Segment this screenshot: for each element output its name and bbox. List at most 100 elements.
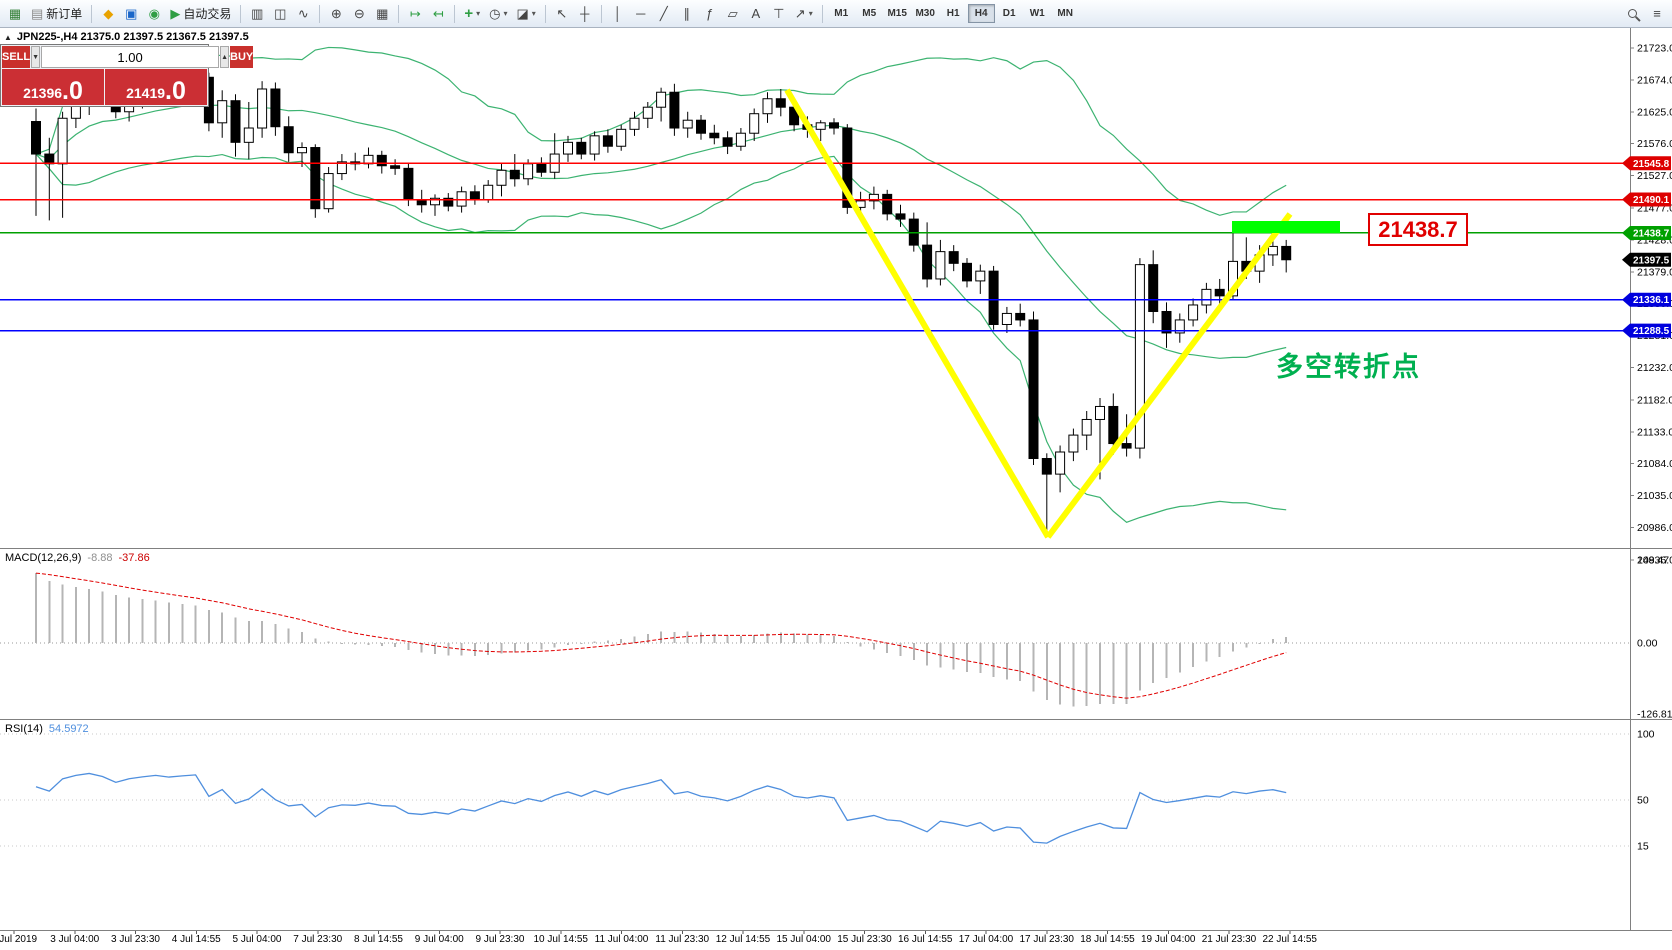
price-tick-label: 21527.0 [1637, 170, 1672, 182]
time-axis[interactable]: 2 Jul 2019 3 Jul 04:00 3 Jul 23:30 4 Jul 14… [0, 932, 1672, 950]
tile-windows-icon[interactable]: ▦ [376, 6, 389, 21]
autotrading-button[interactable]: ▶ 自动交易 [170, 6, 232, 21]
fibonacci-icon[interactable]: ƒ [706, 6, 714, 21]
time-label: 22 Jul 14:55 [1262, 934, 1318, 945]
time-label: 2 Jul 2019 [0, 934, 38, 945]
time-label: 21 Jul 23:30 [1201, 934, 1257, 945]
time-label: 7 Jul 23:30 [293, 934, 343, 945]
channel-icon[interactable]: ∥ [683, 6, 691, 21]
text-label-icon[interactable]: ⊤ [773, 6, 785, 21]
price-line-label: 21397.5 [1633, 255, 1670, 266]
macd-scale-label: 0.00 [1637, 638, 1658, 650]
new-order-button[interactable]: ▤ 新订单 [31, 6, 83, 21]
price-line-label: 21490.1 [1633, 195, 1670, 206]
level-callout-label[interactable]: 21438.7 [1368, 213, 1468, 246]
time-label: 15 Jul 23:30 [837, 934, 892, 945]
price-tick-label: 20986.0 [1637, 522, 1672, 534]
volume-up-button[interactable]: ▲ [220, 46, 229, 68]
rsi-scale-label: 50 [1637, 795, 1649, 807]
time-label: 3 Jul 04:00 [50, 934, 100, 945]
timeframe-H1[interactable]: H1 [946, 8, 960, 19]
volume-down-button[interactable]: ▼ [31, 46, 41, 68]
timeframe-D1[interactable]: D1 [1002, 8, 1016, 19]
time-label: 19 Jul 04:00 [1141, 934, 1196, 945]
periods-icon[interactable]: ◷ ▾ [489, 6, 508, 21]
price-tick-label: 21084.0 [1637, 458, 1672, 470]
text-icon[interactable]: A [751, 6, 761, 21]
price-line-label: 21336.1 [1633, 295, 1670, 306]
time-label: 9 Jul 23:30 [475, 934, 525, 945]
auto-scroll-icon[interactable]: ↦ [409, 6, 421, 21]
chart-shift-icon[interactable]: ↤ [432, 6, 444, 21]
timeframe-H4[interactable]: H4 [967, 4, 995, 23]
toolbar-separator [544, 4, 546, 23]
rsi-name: RSI(14) [5, 723, 43, 735]
price-tick-label: 21379.0 [1637, 266, 1672, 278]
trendline-icon[interactable]: ╱ [659, 6, 668, 21]
zoom-in-icon[interactable]: ⊕ [330, 6, 342, 21]
toolbar-separator [454, 4, 456, 23]
panel-collapse-icon[interactable]: ▲ [4, 32, 12, 42]
time-label: 5 Jul 04:00 [232, 934, 282, 945]
time-label: 17 Jul 04:00 [958, 934, 1014, 945]
horizontal-line-icon[interactable]: ─ [636, 6, 646, 21]
turning-point-note[interactable]: 多空转折点 [1276, 352, 1421, 382]
virtual-hosting-icon[interactable]: ▣ [125, 6, 138, 21]
templates-icon[interactable]: ◪ ▾ [516, 6, 536, 21]
timeframe-M30[interactable]: M30 [915, 8, 935, 19]
market-icon[interactable]: ◉ [148, 6, 160, 21]
search-icon[interactable] [1623, 3, 1645, 25]
timeframe-W1[interactable]: W1 [1029, 8, 1045, 19]
price-line-label: 21545.8 [1633, 159, 1670, 170]
time-label: 3 Jul 23:30 [111, 934, 160, 945]
price-tick-label: 21674.0 [1637, 74, 1672, 86]
indicators-icon[interactable]: + ▾ [464, 5, 481, 22]
price-tick-label: 21133.0 [1637, 426, 1672, 438]
sell-button[interactable]: SELL [2, 46, 31, 68]
sell-price[interactable]: 21396 .0 [2, 69, 104, 105]
symbol-title: JPN225-,H4 21375.0 21397.5 21367.5 21397… [16, 31, 249, 43]
timeframe-M1[interactable]: M1 [834, 8, 849, 19]
candlestick-chart-icon[interactable]: ◫ [274, 6, 287, 21]
buy-price-pips: .0 [165, 77, 186, 105]
price-line-label: 21288.5 [1633, 326, 1670, 337]
timeframe-MN[interactable]: MN [1057, 8, 1073, 19]
time-label: 10 Jul 14:55 [533, 934, 589, 945]
timeframe-M15[interactable]: M15 [887, 8, 907, 19]
crosshair-icon[interactable]: ┼ [580, 6, 590, 21]
line-chart-icon[interactable]: ∿ [297, 6, 309, 21]
macd-name: MACD(12,26,9) [5, 552, 82, 564]
menu-icon[interactable]: ≡ [1653, 6, 1661, 21]
volume-input[interactable] [41, 46, 220, 68]
time-label: 12 Jul 14:55 [715, 934, 771, 945]
toolbar-separator [398, 4, 400, 23]
price-line-label: 21438.7 [1633, 228, 1670, 239]
toolbar-separator [240, 4, 242, 23]
vertical-line-icon[interactable]: │ [613, 6, 622, 21]
rsi-scale-label: 15 [1637, 841, 1649, 853]
buy-button[interactable]: BUY [230, 46, 254, 68]
rsi-scale-label: 100 [1637, 729, 1655, 741]
cursor-icon[interactable]: ↖ [556, 6, 568, 21]
toolbar-separator [91, 4, 93, 23]
arrows-icon[interactable]: ↗ ▾ [794, 6, 813, 21]
toolbar-separator [600, 4, 602, 23]
one-click-trading-panel: SELL ▼ ▲ BUY 21396 .0 21419 .0 [0, 44, 254, 107]
main-toolbar: ▦ ▤ 新订单 ◆ ▣ ◉ ▶ 自动交易 ▥ ◫ ∿ ⊕ ⊖ ▦ ↦ ↤ + ▾ ◷ ▾ ◪ ▾ ↖ ┼ │ ─ ╱ ∥ ƒ ▱ A ⊤ ↗ ▾ M… [0, 0, 1672, 28]
shapes-icon[interactable]: ▱ [727, 6, 738, 21]
timeframe-M5[interactable]: M5 [862, 8, 877, 19]
buy-price[interactable]: 21419 .0 [105, 69, 207, 105]
rsi-indicator-label: RSI(14) 54.5972 [5, 723, 89, 735]
time-label: 11 Jul 04:00 [594, 934, 649, 945]
mql5-community-icon[interactable]: ◆ [103, 6, 114, 21]
time-label: 16 Jul 14:55 [898, 934, 953, 945]
macd-scale-label: -126.81 [1637, 708, 1672, 720]
new-chart-icon[interactable]: ▦ [8, 6, 22, 21]
zoom-out-icon[interactable]: ⊖ [353, 6, 365, 21]
macd-main-value: -8.88 [87, 552, 113, 564]
sell-price-pips: .0 [62, 77, 83, 105]
price-tick-label: 20936.0 [1637, 555, 1672, 567]
time-label: 4 Jul 14:55 [171, 934, 221, 945]
bar-chart-icon[interactable]: ▥ [251, 6, 264, 21]
